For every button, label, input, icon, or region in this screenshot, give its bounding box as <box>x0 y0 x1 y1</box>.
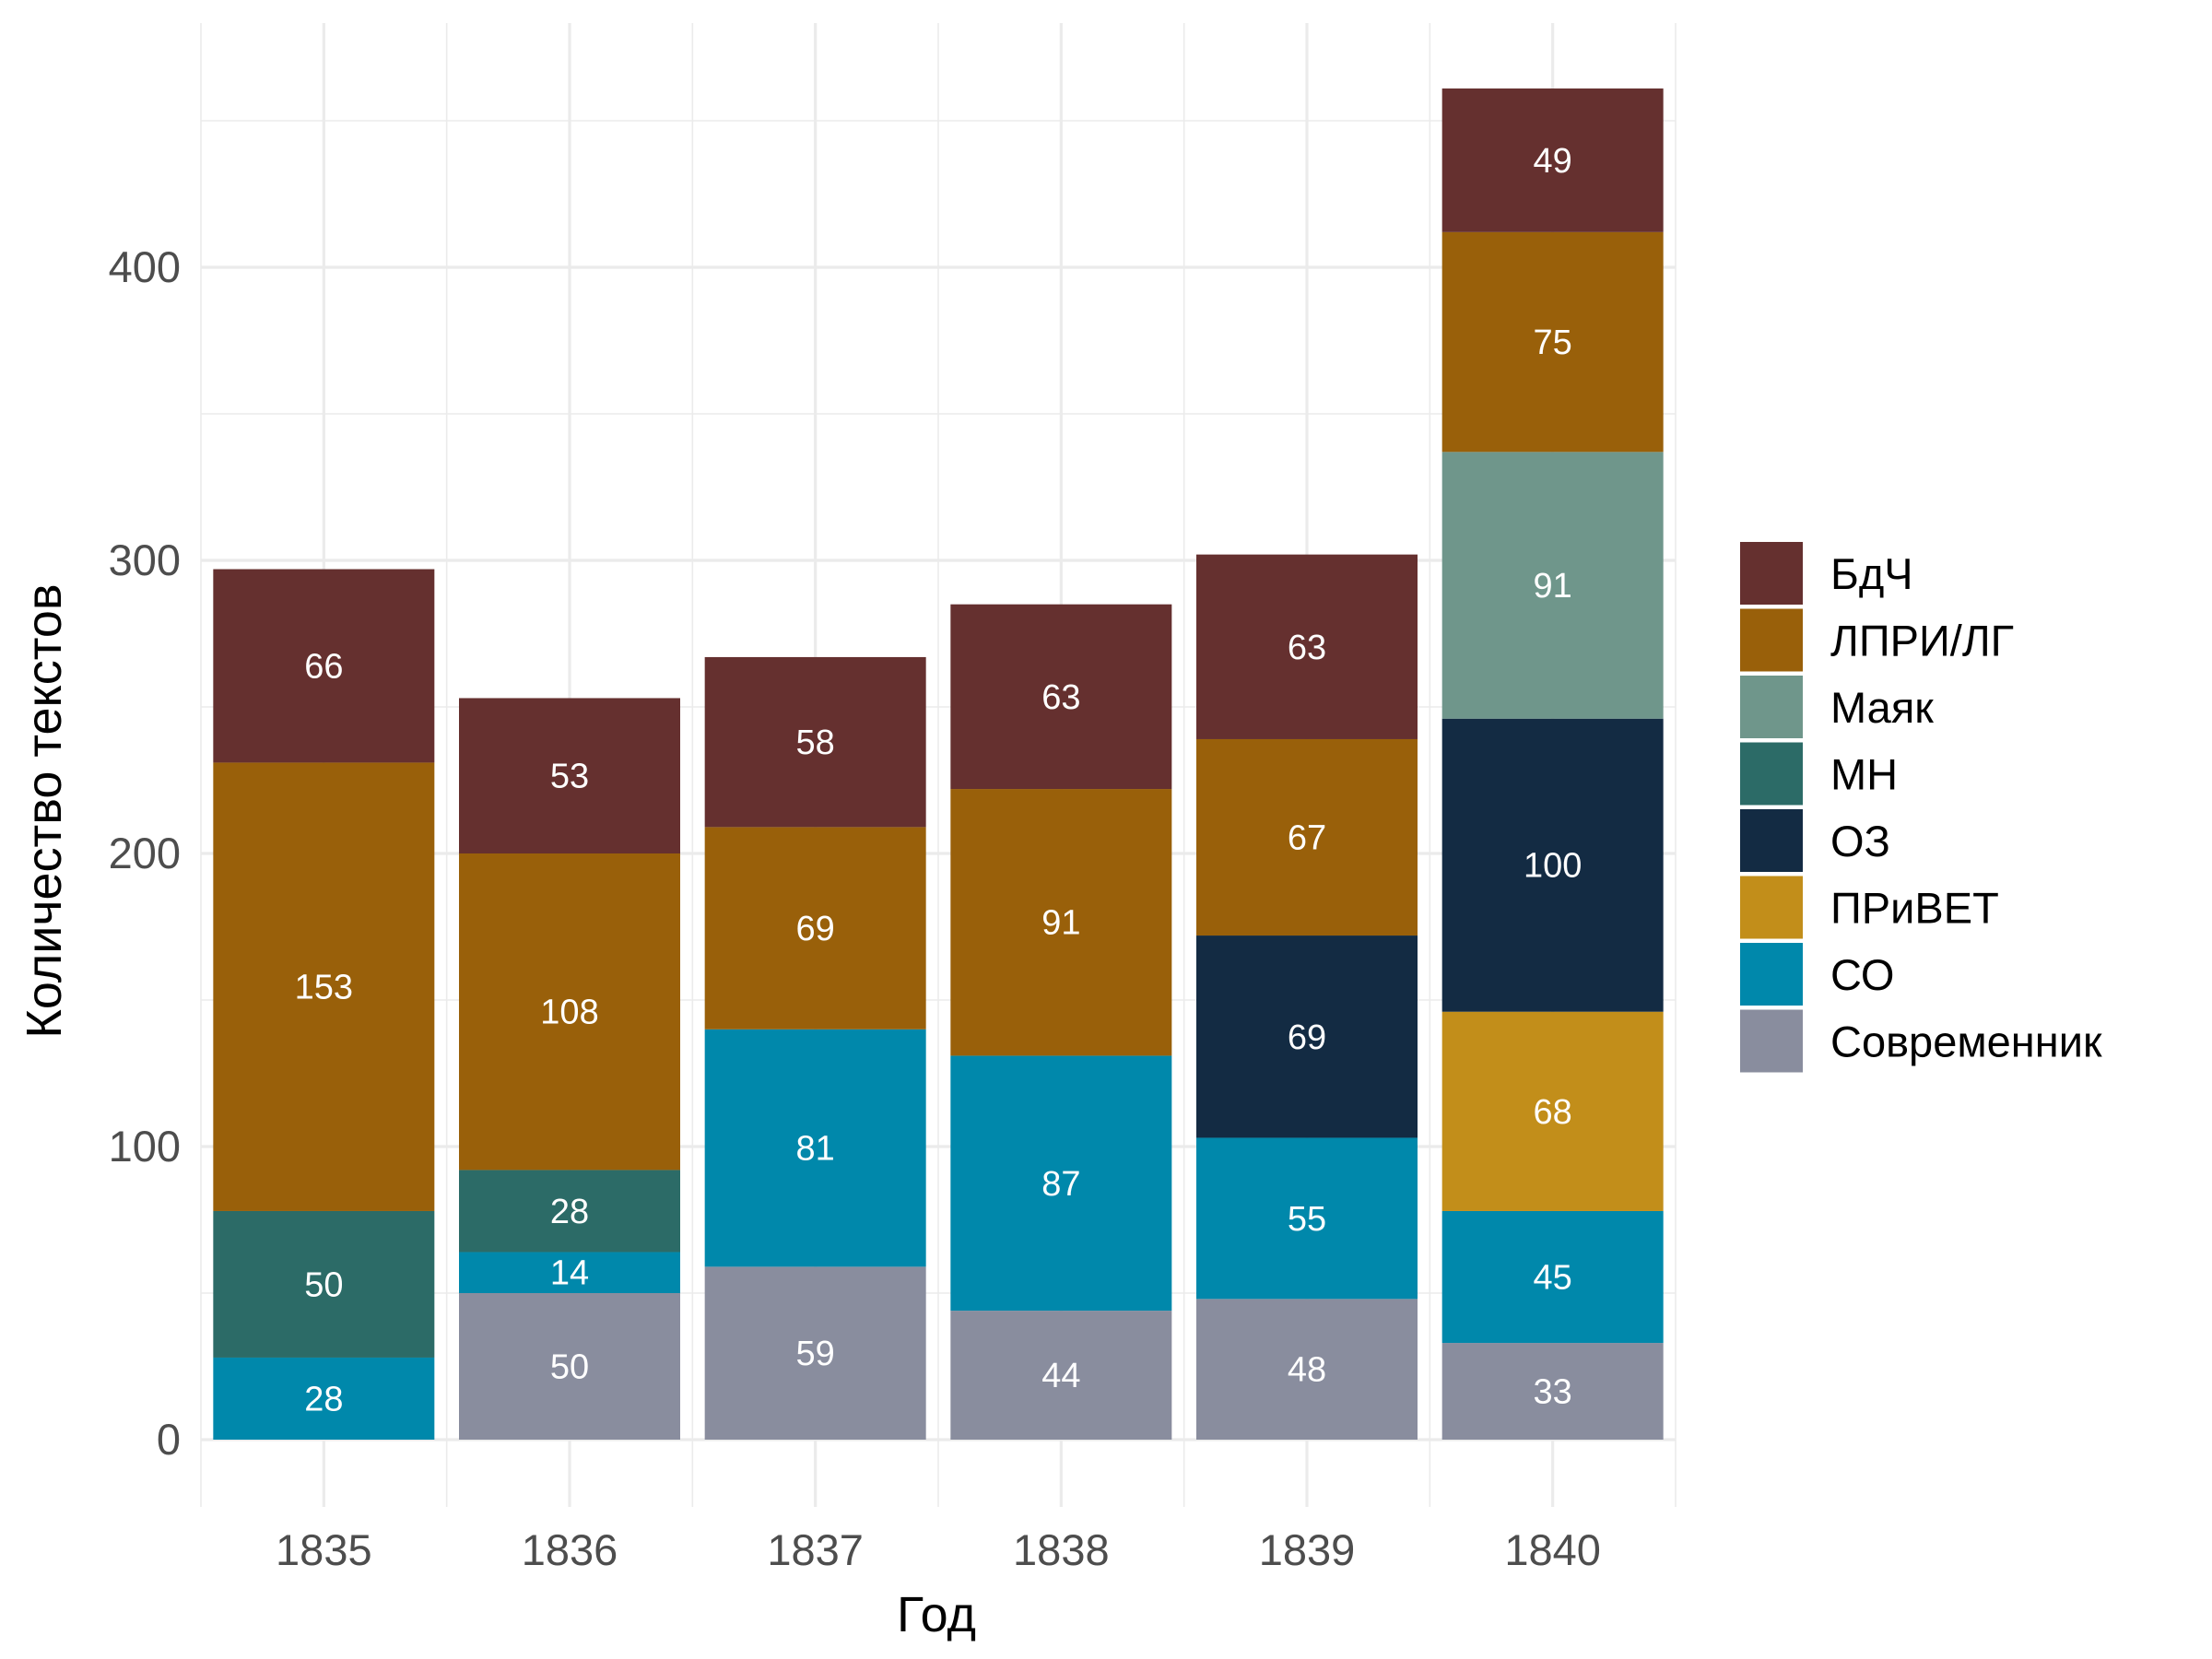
bar-value-label: 108 <box>540 994 598 1032</box>
bar-segment <box>213 762 435 1211</box>
bar-segment <box>1441 452 1664 719</box>
bar-value-label: 153 <box>295 969 353 1007</box>
bar-segment <box>704 827 926 1030</box>
y-tick-label: 300 <box>109 535 181 584</box>
bar-value-label: 68 <box>1534 1093 1572 1132</box>
legend-key <box>1740 542 1803 605</box>
bar-value-label: 91 <box>1041 904 1080 943</box>
x-tick-label: 1839 <box>1259 1525 1356 1574</box>
bar-segment <box>1196 554 1418 739</box>
bar-segment <box>950 789 1172 1056</box>
y-tick-label: 400 <box>109 242 181 291</box>
x-tick-label: 1835 <box>276 1525 372 1574</box>
y-axis-ticks: 0 100 200 300 400 <box>109 242 181 1464</box>
bar-value-label: 66 <box>304 647 343 686</box>
bar-segment <box>1441 1210 1664 1344</box>
legend-key <box>1740 943 1803 1006</box>
bar-segment <box>459 1170 680 1253</box>
bar-segment <box>704 1029 926 1267</box>
bar-segment <box>1196 1137 1418 1300</box>
legend-label: ЛПРИ/ЛГ <box>1830 617 2014 665</box>
bar-segment <box>459 1293 680 1440</box>
bar-value-label: 49 <box>1534 142 1572 181</box>
bar-segment <box>704 656 926 828</box>
bar-segment <box>459 853 680 1171</box>
bar-labels: 28 50 153 66 50 14 28 108 53 59 81 69 58 44 87 91 63 48 55… <box>295 142 1583 1419</box>
x-axis-title: Год <box>897 1587 976 1642</box>
bar-segment <box>950 1055 1172 1312</box>
x-tick-label: 1837 <box>767 1525 864 1574</box>
bar-value-label: 75 <box>1534 324 1572 362</box>
bar-value-label: 48 <box>1288 1351 1326 1390</box>
bar-segment <box>213 569 435 763</box>
bar-value-label: 28 <box>304 1380 343 1418</box>
bar-value-label: 63 <box>1041 678 1080 717</box>
bar-value-label: 91 <box>1534 567 1572 606</box>
legend-label: СО <box>1830 950 1894 999</box>
bar-segment <box>213 1357 435 1440</box>
bar-segment <box>1441 1011 1664 1211</box>
bar-segment <box>950 1311 1172 1440</box>
legend-key <box>1740 809 1803 872</box>
bar-value-label: 100 <box>1524 847 1582 886</box>
bar-value-label: 53 <box>550 758 589 796</box>
bar-value-label: 14 <box>550 1254 589 1293</box>
bar-value-label: 81 <box>796 1130 835 1169</box>
bar-value-label: 69 <box>796 910 835 948</box>
bar-segment <box>459 1252 680 1293</box>
legend-label: ОЗ <box>1830 817 1890 865</box>
bar-segment <box>1196 935 1418 1138</box>
x-tick-label: 1840 <box>1504 1525 1601 1574</box>
legend-label: Современник <box>1830 1018 2102 1066</box>
legend-key <box>1740 676 1803 738</box>
y-axis-title: Количество текстов <box>17 583 72 1038</box>
bar-segment <box>459 698 680 853</box>
bars <box>213 88 1664 1440</box>
legend: БдЧ ЛПРИ/ЛГ Маяк МН ОЗ ПРиВЕТ СО Современник <box>1740 542 2102 1073</box>
bar-segment <box>213 1210 435 1358</box>
legend-key <box>1740 742 1803 806</box>
legend-label: Маяк <box>1830 683 1934 732</box>
legend-key <box>1740 1009 1803 1073</box>
bar-value-label: 55 <box>1288 1200 1326 1239</box>
bar-value-label: 59 <box>796 1335 835 1373</box>
x-axis-ticks: 1835 1836 1837 1838 1839 1840 <box>276 1525 1601 1574</box>
bar-value-label: 50 <box>304 1265 343 1304</box>
y-tick-label: 200 <box>109 829 181 877</box>
bar-value-label: 45 <box>1534 1259 1572 1298</box>
bar-segment <box>1441 718 1664 1012</box>
legend-label: ПРиВЕТ <box>1830 884 1999 933</box>
bar-value-label: 63 <box>1288 629 1326 667</box>
bar-segment <box>1196 738 1418 936</box>
y-tick-label: 100 <box>109 1122 181 1171</box>
legend-label: БдЧ <box>1830 549 1913 598</box>
bar-value-label: 69 <box>1288 1018 1326 1057</box>
bar-value-label: 33 <box>1534 1373 1572 1412</box>
bar-segment <box>1441 88 1664 232</box>
legend-label: МН <box>1830 750 1898 799</box>
y-tick-label: 0 <box>157 1415 181 1464</box>
x-tick-label: 1836 <box>522 1525 618 1574</box>
bar-value-label: 87 <box>1041 1165 1080 1204</box>
bar-value-label: 44 <box>1041 1357 1080 1395</box>
bar-segment <box>1441 231 1664 453</box>
bar-segment <box>1441 1343 1664 1440</box>
bar-segment <box>1196 1299 1418 1440</box>
bar-value-label: 67 <box>1288 819 1326 858</box>
x-tick-label: 1838 <box>1013 1525 1110 1574</box>
bar-value-label: 28 <box>550 1193 589 1231</box>
bar-segment <box>950 604 1172 790</box>
bar-segment <box>704 1266 926 1440</box>
legend-key <box>1740 876 1803 939</box>
bar-value-label: 50 <box>550 1348 589 1387</box>
bar-value-label: 58 <box>796 724 835 762</box>
legend-key <box>1740 608 1803 672</box>
